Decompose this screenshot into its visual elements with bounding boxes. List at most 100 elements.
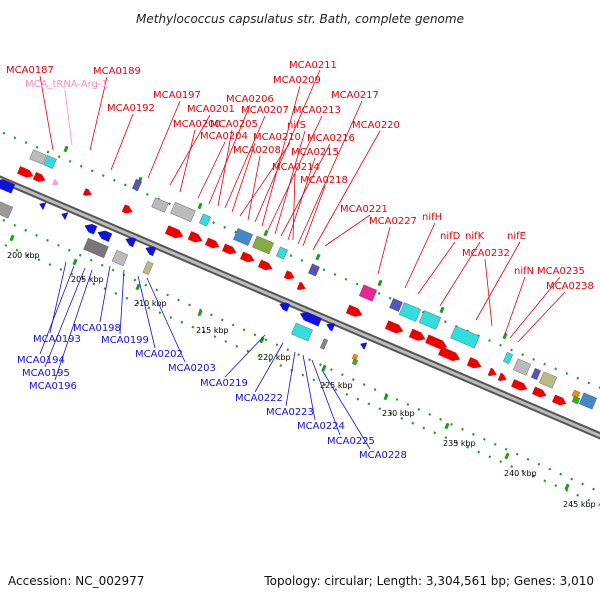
gene-arrow xyxy=(408,328,426,341)
gene-box xyxy=(132,179,142,191)
gene-label: MCA0210 xyxy=(253,132,301,143)
leader-line xyxy=(224,115,266,209)
leader-line xyxy=(119,269,125,335)
leader-line xyxy=(110,113,134,171)
gene-label: MCA0232 xyxy=(462,248,510,259)
tick-label-235: 235 kbp xyxy=(443,439,476,448)
leader-line xyxy=(247,155,261,221)
leader-line xyxy=(89,76,108,151)
gene-label: MCA0235 xyxy=(537,266,585,277)
gene-label: MCA0214 xyxy=(272,162,320,173)
leader-line xyxy=(302,354,316,421)
gene-box xyxy=(151,197,169,213)
label-leaders xyxy=(39,69,566,450)
major-tick xyxy=(321,364,327,372)
major-tick xyxy=(504,452,510,460)
major-tick xyxy=(564,483,570,491)
gene-label: MCA0213 xyxy=(293,105,341,116)
genome-backbone xyxy=(0,175,600,440)
leader-line xyxy=(254,342,284,393)
gene-arrow xyxy=(531,386,547,398)
gene-label: MCA0197 xyxy=(153,90,201,101)
leader-line xyxy=(280,143,331,237)
gene-box xyxy=(142,261,154,275)
gene-label: MCA0202 xyxy=(135,349,183,360)
tick-label-245: 245 kbp xyxy=(563,500,596,509)
gene-label: MCA0200 xyxy=(173,119,221,130)
gene-label: MCA0207 xyxy=(241,105,289,116)
gene-label: nifS xyxy=(287,120,306,131)
gene-box xyxy=(0,201,13,219)
tick-labels: 200 kbp 205 kbp 210 kbp 215 kbp 220 kbp … xyxy=(7,251,596,509)
gene-label: MCA0194 xyxy=(17,355,65,366)
gene-label: MCA0211 xyxy=(289,60,337,71)
gene-arrow xyxy=(425,334,448,349)
gene-label: MCA0220 xyxy=(352,120,400,131)
leader-line xyxy=(285,351,296,407)
major-tick xyxy=(197,309,203,317)
leader-line xyxy=(324,214,371,247)
gene-label: MCA0225 xyxy=(327,436,375,447)
gene-label: MCA0196 xyxy=(29,381,77,392)
gene-arrow xyxy=(61,212,69,220)
gene-box xyxy=(199,213,211,227)
gene-label: MCA0193 xyxy=(33,334,81,345)
gene-box xyxy=(252,235,274,255)
leader-line xyxy=(377,226,391,275)
map-title: Methylococcus capsulatus str. Bath, comp… xyxy=(136,12,464,26)
gene-label: MCA0195 xyxy=(22,368,70,379)
tick-row xyxy=(4,243,600,507)
major-tick xyxy=(72,258,78,266)
tick-row xyxy=(0,130,600,389)
gene-box xyxy=(43,155,57,169)
gene-label: MCA0227 xyxy=(369,216,417,227)
gene-label: nifH xyxy=(422,212,442,223)
gene-arrow xyxy=(164,225,184,239)
leader-line xyxy=(274,130,306,235)
gene-box xyxy=(389,298,403,312)
gene-arrow xyxy=(296,281,306,291)
leader-line xyxy=(302,185,326,247)
gene-box xyxy=(531,368,541,380)
gene-label: MCA0203 xyxy=(168,363,216,374)
gene-arrow xyxy=(187,231,203,243)
leader-line xyxy=(321,369,371,450)
gene-arrow xyxy=(239,251,255,263)
gene-label: MCA0228 xyxy=(359,450,407,461)
gene-label: MCA0215 xyxy=(291,147,339,158)
gene-box xyxy=(450,325,480,349)
leader-line xyxy=(517,291,566,343)
leader-line xyxy=(208,104,251,205)
topology-text: Topology: circular; Length: 3,304,561 bp… xyxy=(263,574,594,588)
gene-arrow xyxy=(497,372,507,382)
gene-arrow xyxy=(283,270,295,280)
gene-arrow xyxy=(326,322,336,332)
gene-arrow xyxy=(221,243,237,255)
leader-line xyxy=(54,269,93,381)
gene-box xyxy=(276,246,288,260)
gene-box xyxy=(513,358,531,376)
gene-label: MCA0199 xyxy=(101,335,149,346)
leader-line xyxy=(404,222,436,289)
leader-line xyxy=(64,89,73,146)
leader-line xyxy=(217,129,233,207)
leader-line xyxy=(137,275,156,349)
leader-line xyxy=(312,130,381,251)
major-tick xyxy=(315,253,321,261)
accession-text: Accession: NC_002977 xyxy=(8,574,144,588)
gene-box xyxy=(170,201,196,223)
leader-line xyxy=(254,69,321,223)
gene-arrow xyxy=(487,367,497,377)
major-tick xyxy=(63,145,69,153)
gene-arrow xyxy=(145,246,157,257)
leader-line xyxy=(261,85,301,227)
gene-arrow xyxy=(466,357,482,369)
gene-features xyxy=(0,149,597,410)
major-tick xyxy=(9,234,15,242)
major-tick xyxy=(197,202,203,210)
gene-box xyxy=(308,263,320,277)
leader-line xyxy=(44,267,86,368)
gene-arrow xyxy=(511,379,528,391)
gene-label: nifN xyxy=(514,266,534,277)
leader-line xyxy=(509,276,561,339)
